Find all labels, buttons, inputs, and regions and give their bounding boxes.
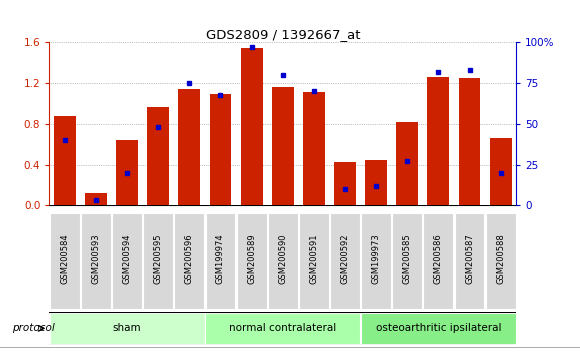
FancyBboxPatch shape: [50, 213, 80, 309]
FancyBboxPatch shape: [205, 213, 235, 309]
FancyBboxPatch shape: [50, 313, 205, 344]
FancyBboxPatch shape: [205, 313, 360, 344]
Text: GSM199974: GSM199974: [216, 233, 225, 284]
Text: sham: sham: [113, 323, 142, 333]
Bar: [427, 77, 450, 205]
FancyBboxPatch shape: [299, 213, 329, 309]
Text: osteoarthritic ipsilateral: osteoarthritic ipsilateral: [376, 323, 501, 333]
Bar: [272, 87, 293, 205]
Text: GSM200590: GSM200590: [278, 233, 287, 284]
Bar: [459, 78, 480, 205]
Bar: [54, 116, 76, 205]
FancyBboxPatch shape: [330, 213, 360, 309]
FancyBboxPatch shape: [361, 213, 391, 309]
Text: protocol: protocol: [12, 322, 55, 333]
FancyBboxPatch shape: [81, 213, 111, 309]
Text: GSM200596: GSM200596: [185, 233, 194, 284]
FancyBboxPatch shape: [175, 213, 204, 309]
Bar: [303, 92, 325, 205]
FancyBboxPatch shape: [268, 213, 298, 309]
FancyBboxPatch shape: [485, 213, 516, 309]
Text: GSM200589: GSM200589: [247, 233, 256, 284]
Text: GSM200585: GSM200585: [403, 233, 412, 284]
Text: GSM200594: GSM200594: [122, 233, 132, 284]
FancyBboxPatch shape: [143, 213, 173, 309]
Bar: [85, 193, 107, 205]
Bar: [209, 95, 231, 205]
Title: GDS2809 / 1392667_at: GDS2809 / 1392667_at: [205, 28, 360, 41]
Bar: [396, 122, 418, 205]
Text: GSM200584: GSM200584: [60, 233, 70, 284]
Text: GSM199973: GSM199973: [372, 233, 380, 284]
Bar: [147, 107, 169, 205]
Text: GSM200591: GSM200591: [309, 233, 318, 284]
Text: GSM200587: GSM200587: [465, 233, 474, 284]
FancyBboxPatch shape: [392, 213, 422, 309]
Bar: [116, 140, 138, 205]
FancyBboxPatch shape: [455, 213, 484, 309]
Text: GSM200593: GSM200593: [92, 233, 100, 284]
Text: GSM200586: GSM200586: [434, 233, 443, 284]
Text: GSM200592: GSM200592: [340, 233, 350, 284]
Bar: [179, 89, 200, 205]
Bar: [365, 160, 387, 205]
FancyBboxPatch shape: [237, 213, 267, 309]
FancyBboxPatch shape: [423, 213, 454, 309]
Bar: [334, 161, 356, 205]
Bar: [490, 138, 512, 205]
Text: GSM200588: GSM200588: [496, 233, 505, 284]
Bar: [241, 47, 263, 205]
FancyBboxPatch shape: [361, 313, 516, 344]
Text: normal contralateral: normal contralateral: [229, 323, 336, 333]
FancyBboxPatch shape: [112, 213, 142, 309]
Text: GSM200595: GSM200595: [154, 233, 163, 284]
